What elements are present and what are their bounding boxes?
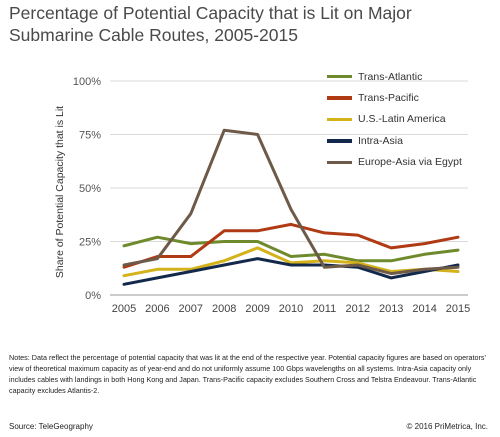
x-tick-label-2009: 2009 bbox=[245, 303, 269, 315]
chart-title: Percentage of Potential Capacity that is… bbox=[9, 2, 489, 46]
x-tick-label-2012: 2012 bbox=[346, 303, 370, 315]
legend-swatch bbox=[327, 74, 352, 79]
y-tick-label-50: 50% bbox=[79, 183, 101, 195]
x-tick-label-2006: 2006 bbox=[145, 303, 169, 315]
chart-legend: Trans-Atlantic Trans-Pacific U.S.-Latin Am… bbox=[327, 66, 497, 173]
series-lines bbox=[122, 128, 460, 286]
y-tick-label-100: 100% bbox=[73, 76, 101, 88]
source-credit: Source: TeleGeography bbox=[9, 422, 93, 431]
legend-item-trans-pacific: Trans-Pacific bbox=[327, 87, 497, 108]
legend-item-europe-asia-via-egypt: Europe-Asia via Egypt bbox=[327, 152, 497, 173]
chart-notes: Notes: Data reflect the percentage of po… bbox=[9, 353, 486, 395]
x-tick-label-2011: 2011 bbox=[313, 303, 337, 315]
series-line-intra-asia bbox=[122, 257, 460, 286]
legend-swatch bbox=[327, 117, 352, 122]
series-line-trans-pacific bbox=[122, 222, 460, 269]
x-tick-labels: 2005 2006 2007 2008 2009 2010 2011 2012 2013 2014… bbox=[112, 303, 470, 315]
x-tick-label-2007: 2007 bbox=[179, 303, 203, 315]
x-tick-label-2013: 2013 bbox=[379, 303, 403, 315]
chart-title-line-2: Submarine Cable Routes, 2005-2015 bbox=[9, 25, 298, 45]
y-tick-label-75: 75% bbox=[79, 130, 101, 142]
legend-label: Europe-Asia via Egypt bbox=[358, 156, 462, 169]
x-tick-label-2014: 2014 bbox=[412, 303, 436, 315]
legend-swatch bbox=[327, 160, 352, 164]
legend-swatch bbox=[327, 139, 352, 143]
legend-item-trans-atlantic: Trans-Atlantic bbox=[327, 66, 497, 87]
y-tick-label-25: 25% bbox=[79, 237, 101, 249]
x-tick-label-2010: 2010 bbox=[279, 303, 303, 315]
chart-title-line-1: Percentage of Potential Capacity that is… bbox=[9, 3, 412, 23]
x-tick-label-2005: 2005 bbox=[112, 303, 136, 315]
legend-item-intra-asia: Intra-Asia bbox=[327, 130, 497, 151]
x-tick-label-2008: 2008 bbox=[212, 303, 236, 315]
series-line-trans-atlantic bbox=[122, 235, 460, 263]
legend-label: Trans-Atlantic bbox=[358, 70, 423, 83]
series-line-europe-asia-via-egypt bbox=[122, 128, 460, 276]
y-tick-label-0: 0% bbox=[85, 290, 101, 302]
legend-label: U.S.-Latin America bbox=[358, 113, 446, 126]
legend-label: Trans-Pacific bbox=[358, 92, 419, 105]
legend-swatch bbox=[327, 96, 352, 100]
legend-item-u-s-latin-america: U.S.-Latin America bbox=[327, 109, 497, 130]
y-tick-labels: 0% 25% 50% 75% 100% bbox=[73, 76, 101, 302]
copyright-notice: © 2016 PriMetrica, Inc. bbox=[406, 422, 488, 431]
line-chart: 0% 25% 50% 75% 100% 2005 2006 2007 2008 2009 2010… bbox=[54, 76, 470, 315]
x-tick-label-2015: 2015 bbox=[446, 303, 470, 315]
y-axis-label: Share of Potential Capacity that is Lit bbox=[54, 106, 66, 278]
legend-label: Intra-Asia bbox=[358, 134, 403, 147]
